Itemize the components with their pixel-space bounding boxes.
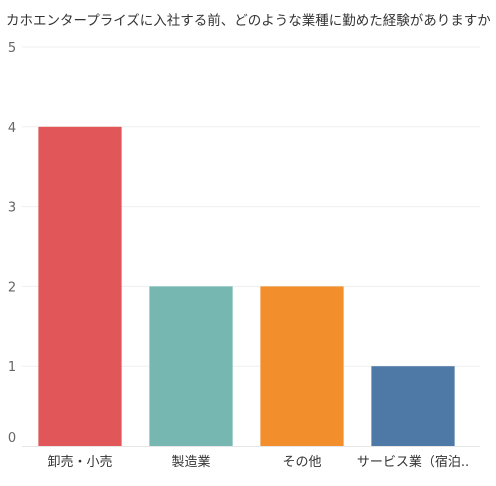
y-tick-label: 3 — [8, 201, 16, 216]
bar — [149, 286, 233, 446]
x-category-label: 卸売・小売 — [47, 454, 112, 470]
chart-title: カホエンタープライズに入社する前、どのような業種に勤めた経験がありますか.. — [6, 13, 490, 29]
bar — [38, 126, 122, 447]
x-category-label: その他 — [282, 455, 321, 470]
y-tick-label: 2 — [8, 280, 16, 295]
y-tick-label: 0 — [8, 431, 16, 446]
bar — [260, 286, 344, 446]
x-category-label: サービス業（宿泊.. — [357, 454, 469, 470]
y-tick-label: 5 — [8, 41, 16, 56]
y-tick-label: 4 — [8, 121, 16, 136]
y-tick-label: 1 — [8, 360, 16, 375]
bar — [371, 366, 455, 446]
x-category-label: 製造業 — [171, 454, 210, 470]
